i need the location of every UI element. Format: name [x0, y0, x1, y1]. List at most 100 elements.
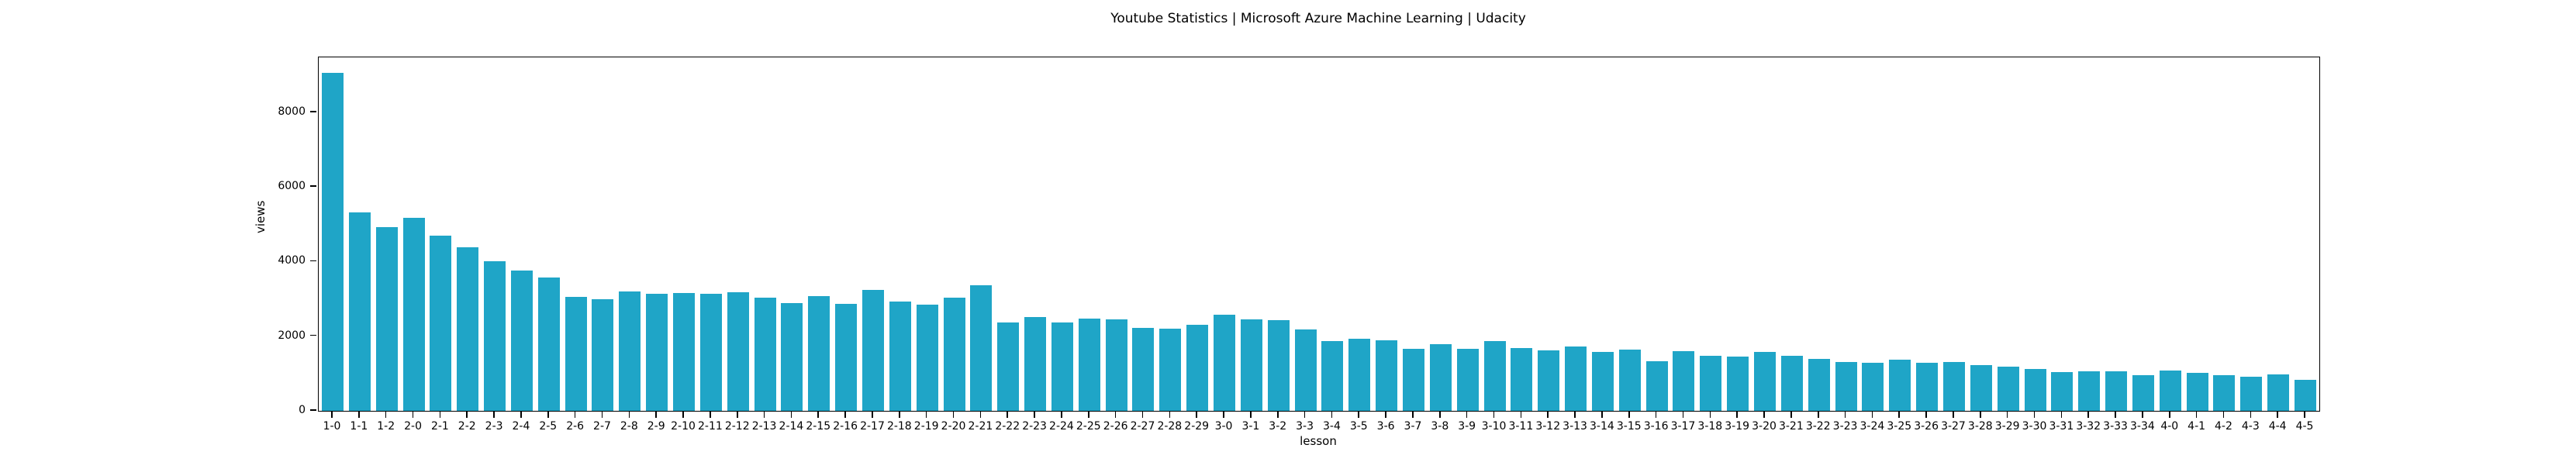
- x-tick-label: 3-30: [2022, 420, 2047, 433]
- x-tick-label: 2-27: [1130, 420, 1155, 433]
- bar-2-10: [673, 293, 696, 411]
- bar-2-17: [862, 290, 884, 411]
- bar-3-26: [1916, 362, 1939, 411]
- bar-1-0: [322, 72, 344, 411]
- x-tick-mark: [844, 412, 846, 418]
- x-tick-label: 2-5: [539, 420, 558, 433]
- bar-3-3: [1294, 329, 1317, 411]
- bar-2-2: [457, 247, 479, 411]
- x-tick-label: 3-31: [2049, 420, 2074, 433]
- bar-2-0: [402, 218, 425, 411]
- x-tick-label: 2-13: [751, 420, 777, 433]
- x-tick-label: 3-10: [1481, 420, 1507, 433]
- x-tick-mark: [1817, 412, 1819, 418]
- y-tick-mark: [310, 260, 316, 262]
- bar-2-15: [808, 296, 830, 411]
- x-tick-label: 3-0: [1214, 420, 1233, 433]
- x-tick-label: 3-34: [2130, 420, 2155, 433]
- bar-4-3: [2240, 376, 2263, 411]
- x-tick-mark: [2168, 412, 2170, 418]
- x-tick-label: 1-2: [377, 420, 395, 433]
- x-tick-mark: [1114, 412, 1117, 418]
- bar-2-8: [619, 291, 641, 411]
- bar-2-13: [754, 297, 776, 411]
- x-tick-mark: [1980, 412, 1981, 418]
- x-tick-mark: [601, 412, 603, 418]
- x-tick-mark: [1790, 412, 1792, 418]
- x-tick-mark: [1682, 412, 1684, 418]
- x-tick-mark: [1466, 412, 1468, 418]
- x-tick-label: 1-1: [350, 420, 368, 433]
- bar-3-18: [1700, 355, 1722, 411]
- y-axis-label: views: [254, 200, 268, 233]
- bar-3-9: [1456, 349, 1479, 411]
- x-tick-mark: [1628, 412, 1630, 418]
- x-tick-label: 3-17: [1670, 420, 1696, 433]
- x-tick-label: 3-20: [1752, 420, 1777, 433]
- bar-4-1: [2186, 372, 2208, 411]
- y-tick-label: 6000: [278, 180, 306, 193]
- x-tick-mark: [1736, 412, 1738, 418]
- chart-title: Youtube Statistics | Microsoft Azure Mac…: [1110, 11, 1526, 26]
- x-tick-label: 3-27: [1941, 420, 1966, 433]
- x-tick-label: 3-23: [1832, 420, 1858, 433]
- x-tick-label: 3-3: [1296, 420, 1314, 433]
- bar-3-32: [2078, 371, 2101, 411]
- bar-4-0: [2159, 371, 2181, 411]
- x-tick-label: 2-26: [1103, 420, 1128, 433]
- bar-3-23: [1835, 361, 1857, 411]
- x-tick-mark: [1358, 412, 1360, 418]
- bar-3-7: [1402, 349, 1424, 411]
- plot-area: [318, 57, 2320, 412]
- x-tick-label: 3-28: [1967, 420, 1993, 433]
- x-tick-label: 2-17: [860, 420, 885, 433]
- x-tick-mark: [628, 412, 630, 418]
- x-tick-label: 2-14: [779, 420, 804, 433]
- bar-3-29: [1997, 367, 2019, 411]
- x-tick-mark: [790, 412, 792, 418]
- x-tick-mark: [1898, 412, 1901, 418]
- bar-3-21: [1780, 355, 1803, 411]
- bar-2-7: [592, 299, 614, 411]
- bar-2-3: [484, 260, 506, 411]
- bar-2-12: [727, 291, 749, 411]
- bar-3-34: [2132, 375, 2154, 411]
- x-tick-mark: [439, 412, 441, 418]
- bar-3-4: [1321, 340, 1344, 411]
- bar-2-16: [835, 304, 858, 411]
- bar-2-24: [1051, 322, 1073, 411]
- bar-3-15: [1618, 349, 1641, 411]
- x-tick-label: 2-10: [671, 420, 696, 433]
- x-tick-label: 3-22: [1805, 420, 1831, 433]
- x-tick-mark: [979, 412, 982, 418]
- bar-3-12: [1538, 350, 1560, 411]
- x-tick-label: 4-4: [2268, 420, 2287, 433]
- bar-2-14: [781, 302, 803, 411]
- x-tick-mark: [1169, 412, 1171, 418]
- x-tick-label: 1-0: [323, 420, 341, 433]
- x-tick-mark: [1871, 412, 1873, 418]
- x-tick-mark: [925, 412, 927, 418]
- bar-3-30: [2024, 369, 2046, 411]
- x-tick-mark: [2195, 412, 2198, 418]
- x-axis-label: lesson: [1300, 434, 1337, 448]
- bar-2-23: [1024, 317, 1047, 411]
- x-tick-mark: [682, 412, 684, 418]
- y-tick-label: 4000: [278, 254, 306, 267]
- x-tick-mark: [412, 412, 414, 418]
- x-tick-mark: [493, 412, 495, 418]
- x-tick-label: 2-20: [941, 420, 966, 433]
- x-tick-mark: [763, 412, 765, 418]
- bar-1-1: [348, 212, 371, 411]
- x-tick-mark: [2060, 412, 2063, 418]
- bar-2-29: [1186, 324, 1209, 411]
- x-tick-label: 3-13: [1563, 420, 1587, 433]
- y-tick-mark: [310, 409, 316, 411]
- x-tick-label: 2-28: [1157, 420, 1183, 433]
- x-tick-label: 2-2: [458, 420, 476, 433]
- x-tick-mark: [1574, 412, 1576, 418]
- x-tick-mark: [710, 412, 711, 418]
- y-tick-mark: [310, 110, 316, 112]
- bar-2-9: [646, 294, 668, 411]
- x-tick-label: 2-21: [968, 420, 993, 433]
